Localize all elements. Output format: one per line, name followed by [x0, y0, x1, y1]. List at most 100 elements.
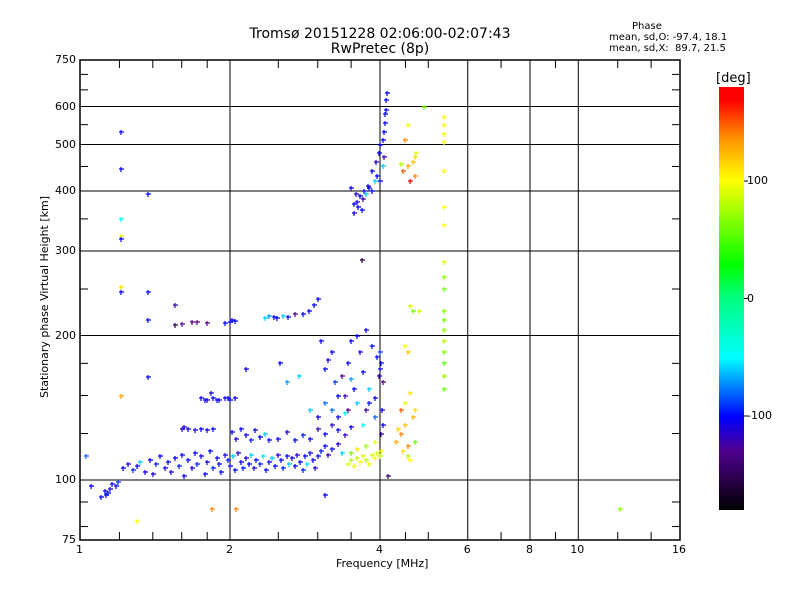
data-point	[233, 396, 238, 401]
data-point	[301, 468, 306, 473]
data-point	[253, 428, 258, 433]
data-point	[403, 423, 408, 428]
data-point	[158, 454, 163, 459]
data-point	[382, 155, 387, 160]
y-axis-label: Stationary phase Virtual Height [km]	[38, 195, 51, 398]
data-point	[349, 377, 354, 382]
data-point	[330, 350, 335, 355]
data-point	[442, 123, 447, 128]
data-point	[247, 462, 252, 467]
data-point	[193, 428, 198, 433]
data-point	[223, 321, 228, 326]
data-point	[108, 487, 113, 492]
data-point	[210, 507, 215, 512]
data-point	[336, 442, 341, 447]
data-point	[355, 401, 360, 406]
data-point	[377, 374, 382, 379]
data-point	[442, 350, 447, 355]
data-point	[241, 466, 246, 471]
data-point	[406, 350, 411, 355]
data-point	[354, 192, 359, 197]
data-point	[217, 462, 222, 467]
data-point	[396, 427, 401, 432]
data-point	[316, 297, 321, 302]
data-point	[406, 454, 411, 459]
data-point	[290, 456, 295, 461]
data-point	[377, 151, 382, 156]
data-point	[422, 105, 427, 110]
data-point	[263, 432, 268, 437]
data-point	[312, 303, 317, 308]
data-point	[356, 205, 361, 210]
data-point	[203, 398, 208, 403]
data-point	[119, 237, 124, 242]
data-point	[114, 484, 119, 489]
data-point	[226, 396, 231, 401]
data-point	[234, 437, 239, 442]
data-point	[618, 507, 623, 512]
data-point	[346, 408, 351, 413]
data-point	[349, 451, 354, 456]
data-point	[349, 425, 354, 430]
data-point	[326, 358, 331, 363]
y-tick-label: 100	[55, 473, 76, 487]
y-tick-label: 500	[55, 137, 76, 151]
data-point	[442, 287, 447, 292]
x-tick-label: 2	[226, 543, 233, 556]
data-point	[319, 449, 324, 454]
data-point	[362, 189, 367, 194]
data-point	[316, 415, 321, 420]
data-point	[293, 312, 298, 317]
data-point	[308, 451, 313, 456]
data-point	[279, 458, 284, 463]
data-point	[358, 194, 363, 199]
data-point	[319, 339, 324, 344]
data-point	[413, 174, 418, 179]
data-point	[285, 380, 290, 385]
y-tick-label: 400	[55, 184, 76, 198]
data-point	[126, 462, 131, 467]
data-point	[236, 451, 241, 456]
data-point	[215, 456, 220, 461]
data-point	[143, 470, 148, 475]
data-point	[263, 316, 268, 321]
data-point	[379, 432, 384, 437]
data-point	[343, 394, 348, 399]
data-point	[373, 415, 378, 420]
data-point	[173, 323, 178, 328]
data-point	[330, 423, 335, 428]
data-point	[135, 464, 140, 469]
data-point	[287, 462, 292, 467]
data-point	[244, 456, 249, 461]
data-point	[151, 472, 156, 477]
colorbar-tick-label: -100	[747, 409, 772, 422]
data-point	[173, 303, 178, 308]
data-point	[195, 462, 200, 467]
data-point	[323, 432, 328, 437]
data-point	[403, 138, 408, 143]
data-point	[360, 208, 365, 213]
data-point	[244, 367, 249, 372]
data-point	[370, 169, 375, 174]
data-point	[364, 408, 369, 413]
data-point	[211, 466, 216, 471]
data-point	[330, 408, 335, 413]
data-point	[208, 449, 213, 454]
data-point	[408, 458, 413, 463]
data-point	[442, 169, 447, 174]
colorbar	[719, 87, 744, 510]
data-point	[276, 453, 281, 458]
data-point	[403, 401, 408, 406]
data-point	[281, 314, 286, 319]
plot-frame	[79, 59, 681, 541]
data-point	[316, 427, 321, 432]
data-point	[233, 319, 238, 324]
data-point	[340, 374, 345, 379]
data-point	[293, 464, 298, 469]
data-point	[146, 318, 151, 323]
data-point	[276, 437, 281, 442]
axis-ticks	[80, 60, 680, 540]
data-point	[361, 423, 366, 428]
data-point	[182, 425, 187, 430]
data-point	[382, 130, 387, 135]
